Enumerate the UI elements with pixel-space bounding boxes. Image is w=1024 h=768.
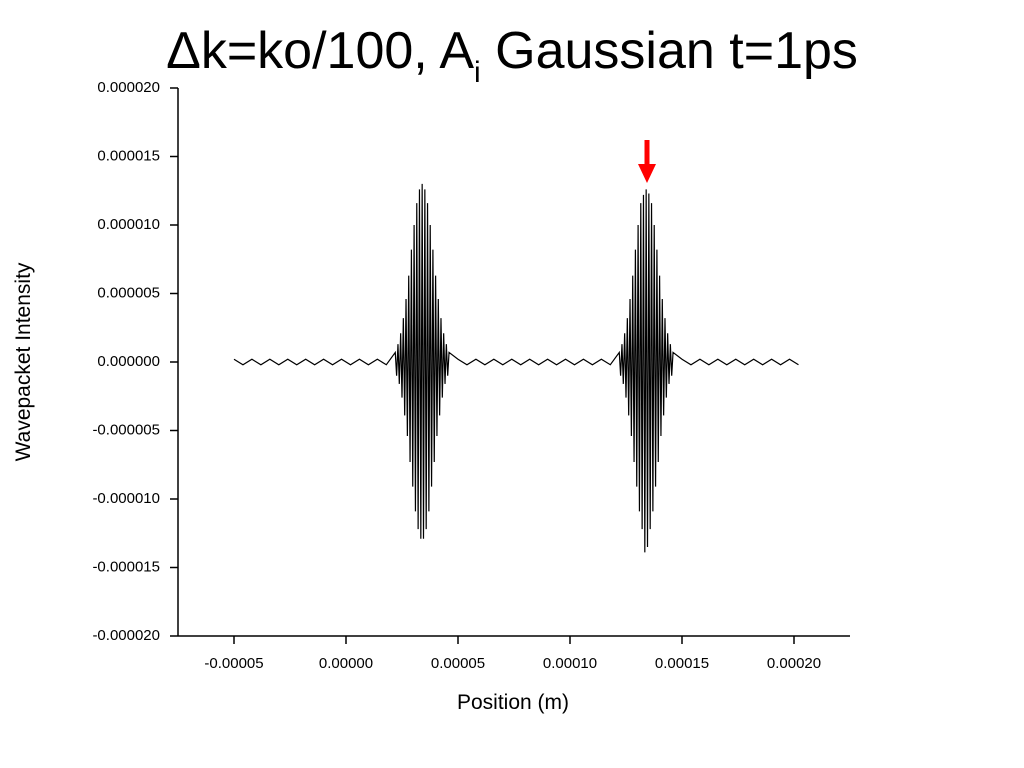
y-tick-label: 0.000010 (97, 216, 160, 233)
y-tick-label: 0.000020 (97, 79, 160, 96)
annotation-arrow (638, 140, 656, 183)
x-axis-label: Position (m) (457, 691, 569, 714)
arrow-head (638, 164, 656, 183)
x-tick-label: -0.00005 (204, 655, 263, 672)
y-tick-label: 0.000000 (97, 353, 160, 370)
data-line (233, 183, 799, 553)
chart-title: Δk=ko/100, Ai Gaussian t=1ps (166, 22, 858, 89)
title-subscript: i (474, 56, 481, 89)
x-tick-label: 0.00010 (543, 655, 597, 672)
x-tick-label: 0.00015 (655, 655, 709, 672)
y-tick-label: 0.000005 (97, 284, 160, 301)
title-rest: Gaussian t=1ps (481, 22, 858, 80)
title-main: Δk=ko/100, A (166, 22, 474, 80)
x-tick-label: 0.00005 (431, 655, 485, 672)
y-tick-label: -0.000010 (92, 490, 160, 507)
y-axis-label: Wavepacket Intensity (12, 262, 35, 461)
x-tick-label: 0.00020 (767, 655, 821, 672)
y-tick-label: -0.000020 (92, 627, 160, 644)
y-tick-label: 0.000015 (97, 147, 160, 164)
x-tick-label: 0.00000 (319, 655, 373, 672)
y-tick-label: -0.000005 (92, 421, 160, 438)
y-tick-label: -0.000015 (92, 558, 160, 575)
